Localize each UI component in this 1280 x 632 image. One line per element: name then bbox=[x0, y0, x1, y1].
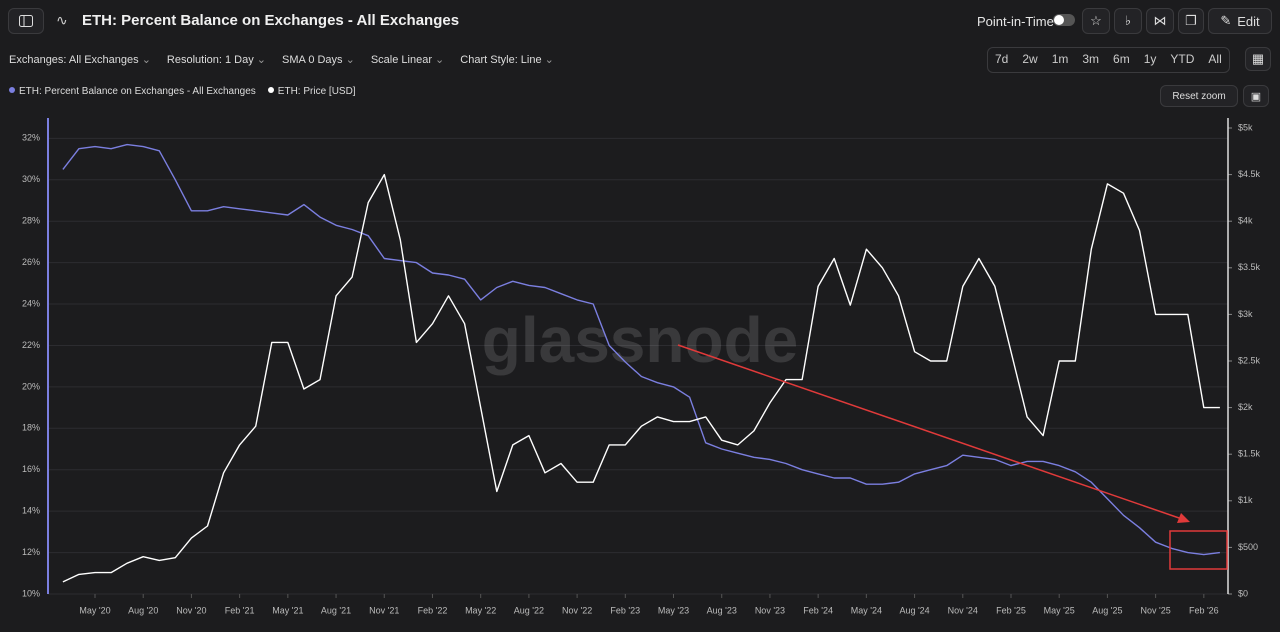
share-button[interactable]: ⋈ bbox=[1146, 8, 1174, 34]
screenshot-button[interactable]: ▣ bbox=[1243, 85, 1269, 107]
chart-icon: ∿ bbox=[56, 12, 68, 28]
y-tick-label: 20% bbox=[22, 381, 40, 391]
legend-dot bbox=[9, 87, 15, 93]
x-tick-label: Nov '20 bbox=[176, 605, 206, 615]
y-tick-label: 12% bbox=[22, 547, 40, 557]
x-tick-label: Aug '21 bbox=[321, 605, 351, 615]
range-button[interactable]: 7d bbox=[995, 52, 1009, 66]
y-tick-label: 30% bbox=[22, 174, 40, 184]
y2-tick-label: $3.5k bbox=[1238, 262, 1261, 272]
series-line bbox=[62, 143, 1220, 556]
x-tick-label: Feb '25 bbox=[996, 605, 1026, 615]
x-tick-label: Nov '23 bbox=[755, 605, 785, 615]
x-tick-label: Feb '24 bbox=[803, 605, 833, 615]
reset-zoom-button[interactable]: Reset zoom bbox=[1160, 85, 1238, 107]
x-tick-label: Aug '22 bbox=[514, 605, 544, 615]
y2-tick-label: $3k bbox=[1238, 309, 1253, 319]
legend: ETH: Percent Balance on Exchanges - All … bbox=[9, 86, 356, 97]
x-tick-label: Feb '26 bbox=[1189, 605, 1219, 615]
x-tick-label: May '20 bbox=[79, 605, 110, 615]
filter-dropdown[interactable]: Scale Linear bbox=[371, 53, 444, 66]
y-tick-label: 16% bbox=[22, 464, 40, 474]
edit-label: Edit bbox=[1237, 13, 1260, 29]
x-tick-label: May '25 bbox=[1044, 605, 1075, 615]
filter-dropdown[interactable]: SMA 0 Days bbox=[282, 53, 355, 66]
annotation-arrow bbox=[677, 344, 1183, 520]
y2-tick-label: $2.5k bbox=[1238, 355, 1261, 365]
x-tick-label: Aug '23 bbox=[707, 605, 737, 615]
y-tick-label: 14% bbox=[22, 506, 40, 516]
y-tick-label: 22% bbox=[22, 340, 40, 350]
y2-tick-label: $1k bbox=[1238, 495, 1253, 505]
y-tick-label: 10% bbox=[22, 588, 40, 598]
y2-tick-label: $4k bbox=[1238, 216, 1253, 226]
x-tick-label: Aug '25 bbox=[1092, 605, 1122, 615]
y-tick-label: 32% bbox=[22, 133, 40, 143]
alert-button[interactable]: ♭ bbox=[1114, 8, 1142, 34]
watermark: glassnode bbox=[482, 304, 799, 376]
icon bbox=[19, 15, 33, 27]
sidebar-toggle[interactable] bbox=[8, 8, 44, 34]
range-selector: 7d 2w 1m 3m 6m 1y YTD All bbox=[987, 47, 1230, 73]
legend-label: ETH: Percent Balance on Exchanges - All … bbox=[19, 86, 256, 97]
range-button[interactable]: 3m bbox=[1082, 52, 1100, 66]
toggle[interactable] bbox=[1053, 14, 1075, 26]
legend-label: ETH: Price [USD] bbox=[277, 86, 356, 97]
edit-icon: ✎ bbox=[1220, 13, 1232, 28]
x-tick-label: May '21 bbox=[272, 605, 303, 615]
range-button[interactable]: YTD bbox=[1170, 52, 1195, 66]
series-line bbox=[62, 173, 1220, 583]
x-tick-label: Feb '23 bbox=[610, 605, 640, 615]
y2-tick-label: $500 bbox=[1238, 542, 1258, 552]
range-button[interactable]: All bbox=[1208, 52, 1222, 66]
y-tick-label: 26% bbox=[22, 257, 40, 267]
range-button[interactable]: 1y bbox=[1143, 52, 1157, 66]
y-tick-label: 24% bbox=[22, 298, 40, 308]
x-tick-label: Nov '24 bbox=[948, 605, 978, 615]
x-tick-label: May '24 bbox=[851, 605, 882, 615]
x-tick-label: Aug '24 bbox=[899, 605, 929, 615]
x-tick-label: Nov '22 bbox=[562, 605, 592, 615]
filter-dropdown[interactable]: Chart Style: Line bbox=[460, 53, 554, 66]
x-tick-label: Feb '21 bbox=[225, 605, 255, 615]
x-tick-label: Feb '22 bbox=[418, 605, 448, 615]
legend-item[interactable]: ETH: Percent Balance on Exchanges - All … bbox=[9, 86, 256, 97]
annotation-arrowhead bbox=[1177, 513, 1190, 523]
filter-bar: Exchanges: All Exchanges Resolution: 1 Da… bbox=[9, 53, 554, 66]
filter-dropdown[interactable]: Exchanges: All Exchanges bbox=[9, 53, 151, 66]
range-button[interactable]: 6m bbox=[1113, 52, 1130, 66]
y-tick-label: 18% bbox=[22, 423, 40, 433]
filter-dropdown[interactable]: Resolution: 1 Day bbox=[167, 53, 266, 66]
y2-tick-label: $4.5k bbox=[1238, 169, 1261, 179]
range-button[interactable]: 1m bbox=[1051, 52, 1069, 66]
point-in-time-label: Point-in-Time bbox=[977, 14, 1054, 29]
legend-dot bbox=[267, 87, 274, 93]
x-tick-label: May '22 bbox=[465, 605, 496, 615]
legend-item[interactable]: ETH: Price [USD] bbox=[267, 86, 356, 97]
y2-tick-label: $5k bbox=[1238, 122, 1253, 132]
x-tick-label: Nov '21 bbox=[369, 605, 399, 615]
y2-tick-label: $0 bbox=[1238, 588, 1248, 598]
y-tick-label: 28% bbox=[22, 216, 40, 226]
y2-tick-label: $1.5k bbox=[1238, 449, 1261, 459]
annotation-box bbox=[1169, 530, 1228, 570]
copy-button[interactable]: ❐ bbox=[1178, 8, 1204, 34]
x-tick-label: Nov '25 bbox=[1141, 605, 1171, 615]
x-tick-label: May '23 bbox=[658, 605, 689, 615]
calendar-button[interactable]: ▦ bbox=[1245, 47, 1271, 71]
x-tick-label: Aug '20 bbox=[128, 605, 158, 615]
star-button[interactable]: ☆ bbox=[1082, 8, 1110, 34]
y2-tick-label: $2k bbox=[1238, 402, 1253, 412]
edit-button[interactable]: ✎ Edit bbox=[1208, 8, 1272, 34]
page-title: ETH: Percent Balance on Exchanges - All … bbox=[82, 12, 460, 29]
range-button[interactable]: 2w bbox=[1022, 52, 1038, 66]
